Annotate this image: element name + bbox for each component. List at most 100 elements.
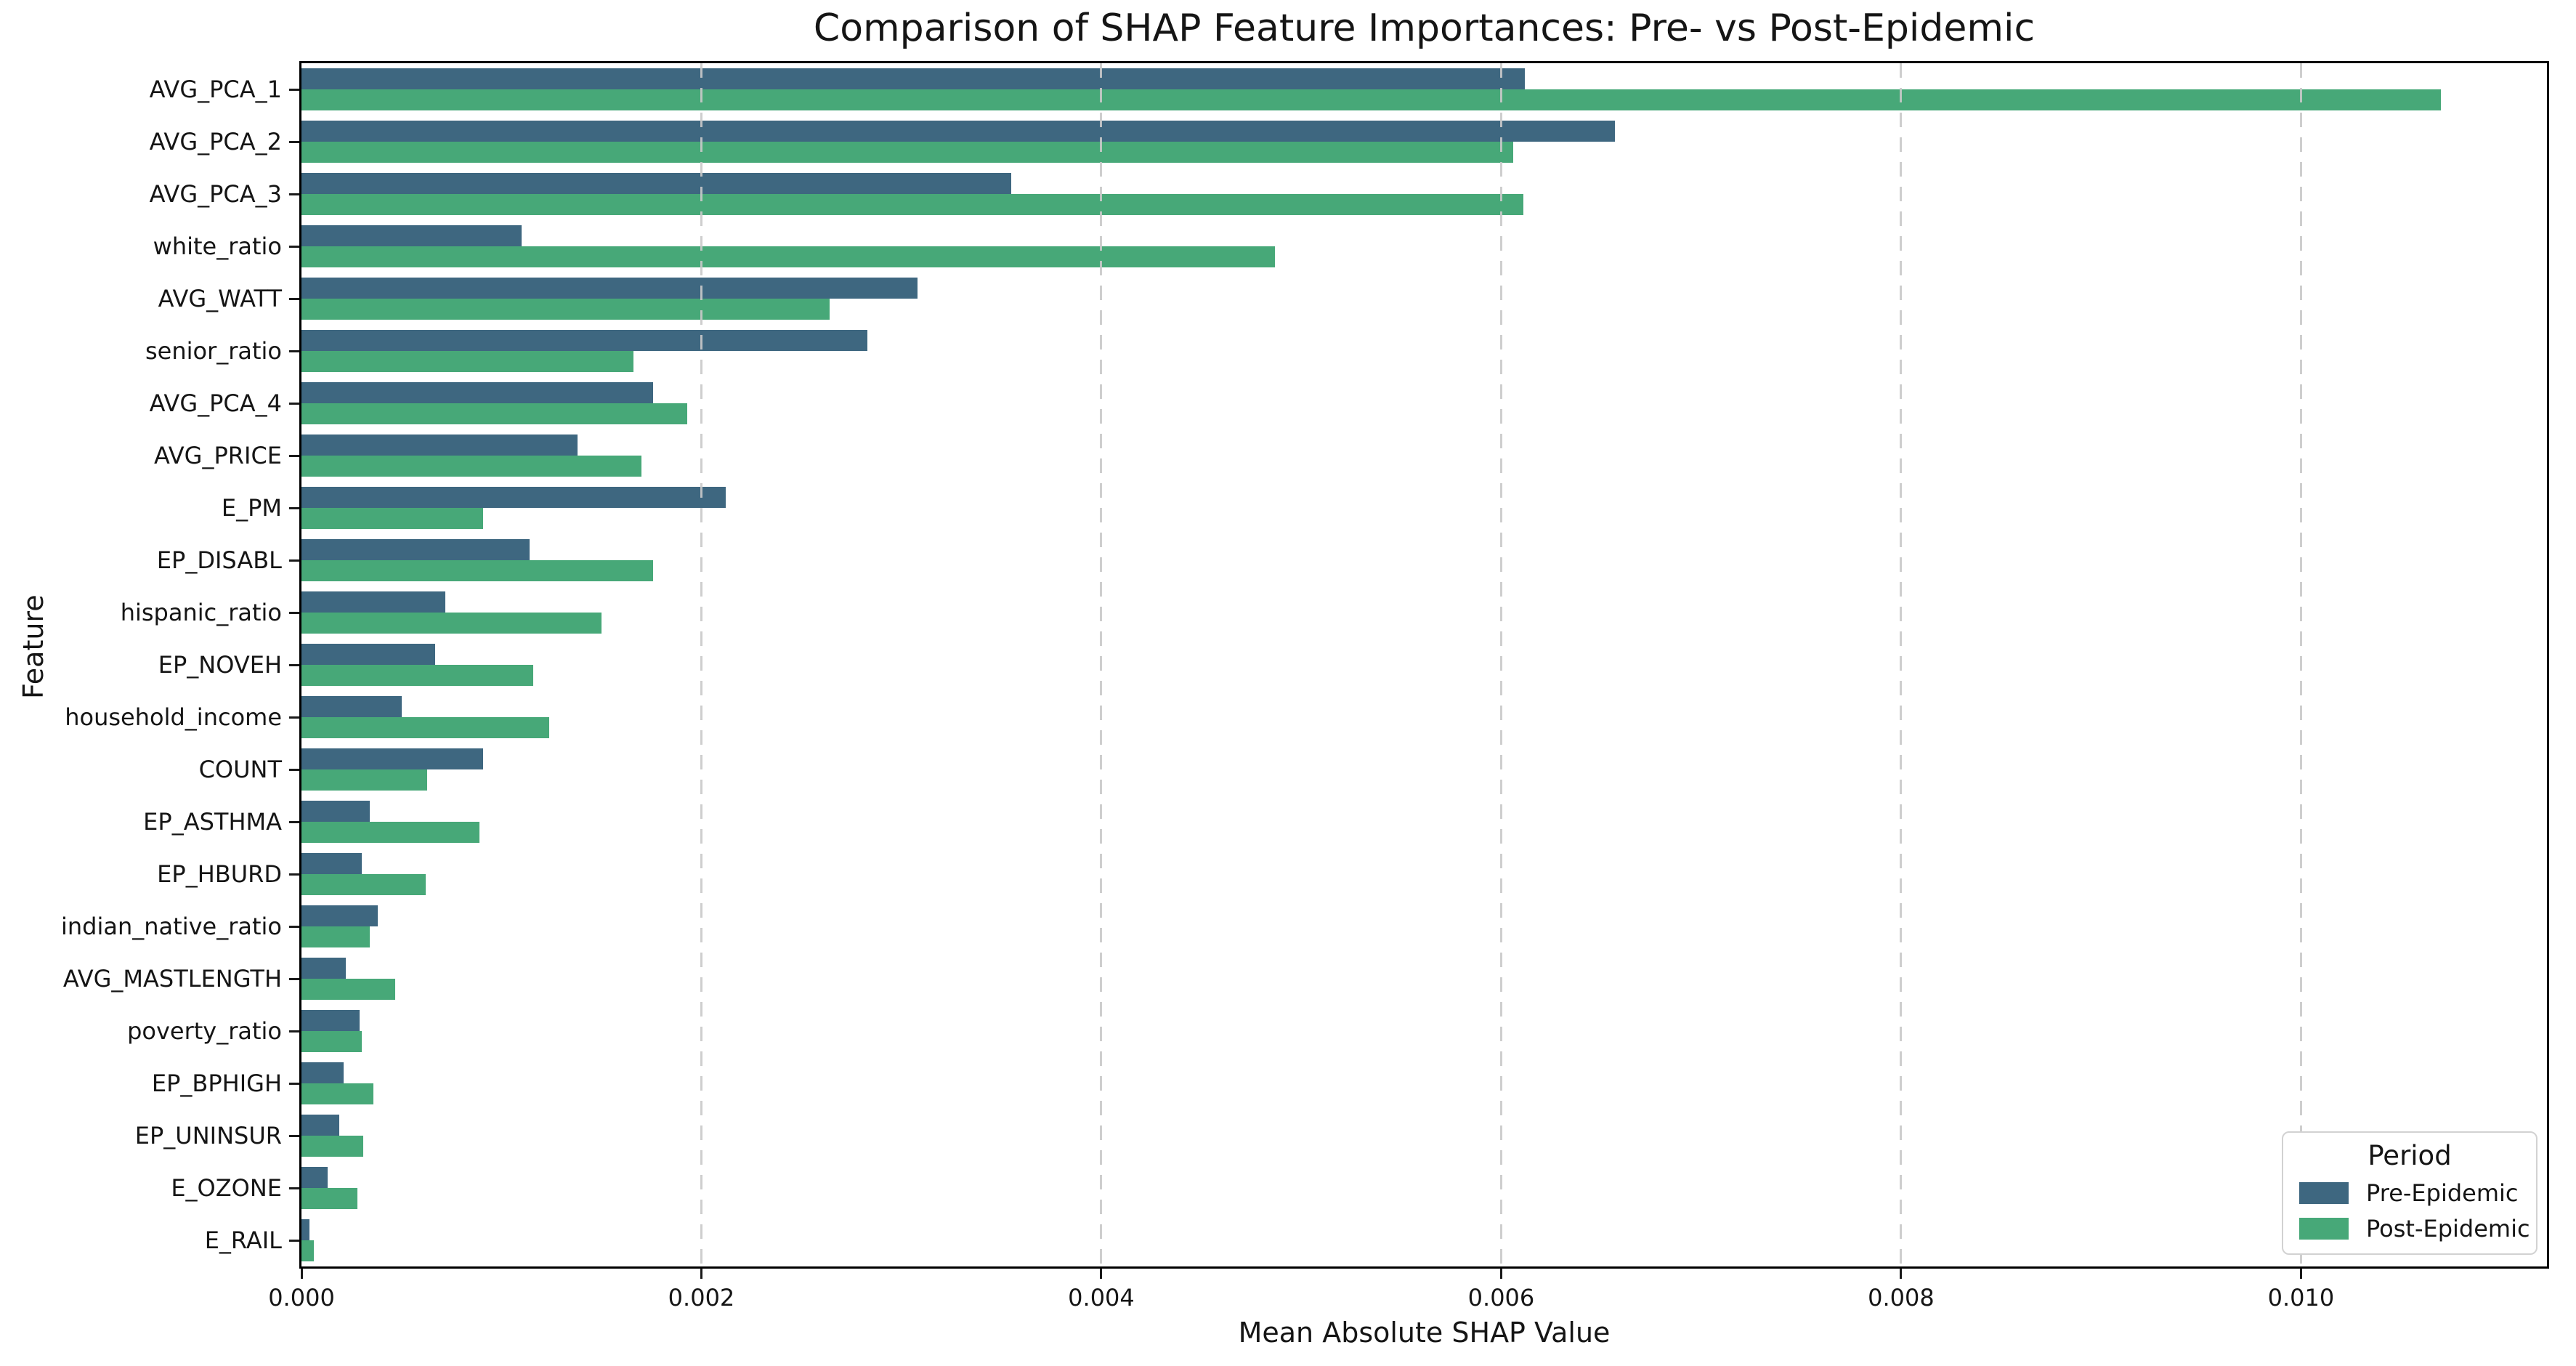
legend-entry-pre-epidemic: Pre-Epidemic bbox=[2299, 1179, 2536, 1208]
plot-area: AVG_PCA_1 AVG_PCA_2 AVG_PCA_3 white_ratio AV… bbox=[61, 61, 2549, 1312]
x-tick-0.006 bbox=[1499, 1269, 1502, 1279]
x-grid-line-0.004 bbox=[1100, 63, 1103, 1266]
y-tick-AVG_PCA_4 bbox=[289, 402, 299, 405]
x-tick-label-0.004: 0.004 bbox=[1068, 1284, 1135, 1312]
y-tick-label-E_OZONE: E_OZONE bbox=[171, 1174, 282, 1202]
bar-pre-EP_UNINSUR bbox=[301, 1115, 340, 1136]
x-grid-line-0.002 bbox=[700, 63, 702, 1266]
legend-swatch-post-epidemic bbox=[2299, 1218, 2349, 1240]
bar-post-EP_UNINSUR bbox=[301, 1136, 364, 1157]
x-tick-label-0.006: 0.006 bbox=[1467, 1284, 1535, 1312]
bar-post-AVG_WATT bbox=[301, 299, 830, 320]
bar-pre-senior_ratio bbox=[301, 330, 867, 351]
bar-post-AVG_MASTLENGTH bbox=[301, 979, 396, 1000]
y-tick-EP_NOVEH bbox=[289, 663, 299, 666]
x-tick-label-0.010: 0.010 bbox=[2267, 1284, 2335, 1312]
bar-pre-COUNT bbox=[301, 748, 484, 769]
bar-post-AVG_PCA_1 bbox=[301, 89, 2442, 110]
bar-post-EP_ASTHMA bbox=[301, 822, 479, 843]
x-grid-line-0.010 bbox=[2299, 63, 2302, 1266]
y-tick-label-indian_native_ratio: indian_native_ratio bbox=[61, 913, 282, 940]
bar-pre-AVG_PCA_3 bbox=[301, 173, 1012, 194]
bar-post-AVG_PCA_3 bbox=[301, 194, 1523, 215]
y-tick-label-E_PM: E_PM bbox=[221, 494, 282, 522]
bar-post-senior_ratio bbox=[301, 351, 633, 372]
y-tick-label-AVG_PCA_1: AVG_PCA_1 bbox=[149, 76, 282, 103]
y-tick-label-household_income: household_income bbox=[65, 703, 282, 731]
y-tick-label-EP_DISABL: EP_DISABL bbox=[156, 546, 282, 574]
bar-pre-E_RAIL bbox=[301, 1219, 309, 1240]
bar-post-E_PM bbox=[301, 508, 484, 529]
bar-post-E_RAIL bbox=[301, 1240, 314, 1261]
bar-pre-AVG_PCA_1 bbox=[301, 68, 1526, 89]
y-tick-E_RAIL bbox=[289, 1239, 299, 1242]
y-tick-poverty_ratio bbox=[289, 1030, 299, 1032]
y-tick-EP_HBURD bbox=[289, 873, 299, 876]
bar-pre-AVG_PRICE bbox=[301, 435, 578, 456]
y-tick-E_PM bbox=[289, 506, 299, 509]
y-tick-AVG_WATT bbox=[289, 297, 299, 300]
bar-pre-E_OZONE bbox=[301, 1167, 328, 1188]
bar-post-household_income bbox=[301, 717, 550, 738]
y-tick-label-hispanic_ratio: hispanic_ratio bbox=[120, 599, 282, 626]
bar-post-AVG_PRICE bbox=[301, 456, 641, 477]
y-tick-label-AVG_PRICE: AVG_PRICE bbox=[153, 442, 282, 469]
x-tick-label-0.002: 0.002 bbox=[668, 1284, 735, 1312]
y-tick-EP_ASTHMA bbox=[289, 820, 299, 823]
y-tick-AVG_PCA_3 bbox=[289, 193, 299, 195]
bar-post-EP_HBURD bbox=[301, 874, 426, 895]
bar-post-COUNT bbox=[301, 769, 428, 791]
bar-pre-EP_HBURD bbox=[301, 853, 362, 874]
bar-pre-hispanic_ratio bbox=[301, 591, 446, 613]
y-tick-EP_UNINSUR bbox=[289, 1134, 299, 1137]
y-tick-senior_ratio bbox=[289, 349, 299, 352]
x-tick-0.004 bbox=[1100, 1269, 1103, 1279]
y-tick-AVG_PCA_2 bbox=[289, 140, 299, 143]
y-tick-label-E_RAIL: E_RAIL bbox=[204, 1226, 282, 1254]
x-tick-label-0.000: 0.000 bbox=[268, 1284, 335, 1312]
y-tick-label-EP_UNINSUR: EP_UNINSUR bbox=[134, 1122, 282, 1149]
x-tick-0.002 bbox=[700, 1269, 702, 1279]
bar-post-white_ratio bbox=[301, 246, 1276, 267]
y-tick-household_income bbox=[289, 716, 299, 719]
y-tick-label-AVG_MASTLENGTH: AVG_MASTLENGTH bbox=[62, 965, 282, 993]
bar-post-EP_NOVEH bbox=[301, 665, 534, 686]
x-tick-label-0.008: 0.008 bbox=[1868, 1284, 1935, 1312]
legend-entry-post-epidemic: Post-Epidemic bbox=[2299, 1214, 2536, 1243]
x-axis-label: Mean Absolute SHAP Value bbox=[1238, 1317, 1611, 1349]
y-tick-AVG_PCA_1 bbox=[289, 88, 299, 91]
y-tick-AVG_MASTLENGTH bbox=[289, 977, 299, 980]
y-tick-COUNT bbox=[289, 768, 299, 771]
y-tick-EP_DISABL bbox=[289, 559, 299, 562]
legend-label-post-epidemic: Post-Epidemic bbox=[2366, 1215, 2530, 1242]
y-tick-indian_native_ratio bbox=[289, 925, 299, 928]
y-tick-label-AVG_PCA_4: AVG_PCA_4 bbox=[149, 389, 282, 417]
bar-post-AVG_PCA_2 bbox=[301, 142, 1513, 163]
y-tick-label-AVG_PCA_2: AVG_PCA_2 bbox=[149, 128, 282, 155]
y-tick-label-EP_NOVEH: EP_NOVEH bbox=[158, 651, 282, 679]
bar-post-poverty_ratio bbox=[301, 1031, 362, 1052]
x-grid-line-0.006 bbox=[1499, 63, 1502, 1266]
bar-pre-AVG_WATT bbox=[301, 278, 918, 299]
x-tick-0.008 bbox=[1900, 1269, 1903, 1279]
x-tick-0.000 bbox=[300, 1269, 303, 1279]
x-tick-0.010 bbox=[2299, 1269, 2302, 1279]
bar-post-indian_native_ratio bbox=[301, 926, 370, 947]
bar-post-E_OZONE bbox=[301, 1188, 358, 1209]
bar-pre-white_ratio bbox=[301, 225, 522, 246]
bar-post-EP_BPHIGH bbox=[301, 1083, 374, 1104]
y-tick-label-EP_ASTHMA: EP_ASTHMA bbox=[143, 808, 282, 836]
x-grid-line-0.008 bbox=[1900, 63, 1903, 1266]
chart-title: Comparison of SHAP Feature Importances: … bbox=[813, 7, 2036, 50]
bar-pre-EP_NOVEH bbox=[301, 644, 436, 665]
y-tick-label-white_ratio: white_ratio bbox=[153, 233, 282, 260]
bar-pre-indian_native_ratio bbox=[301, 905, 378, 926]
legend: Period Pre-Epidemic Post-Epidemic bbox=[2282, 1131, 2537, 1255]
legend-title: Period bbox=[2368, 1140, 2452, 1171]
y-tick-AVG_PRICE bbox=[289, 454, 299, 457]
bar-pre-E_PM bbox=[301, 487, 726, 508]
y-tick-hispanic_ratio bbox=[289, 611, 299, 614]
bar-pre-AVG_PCA_2 bbox=[301, 121, 1616, 142]
y-tick-white_ratio bbox=[289, 245, 299, 248]
